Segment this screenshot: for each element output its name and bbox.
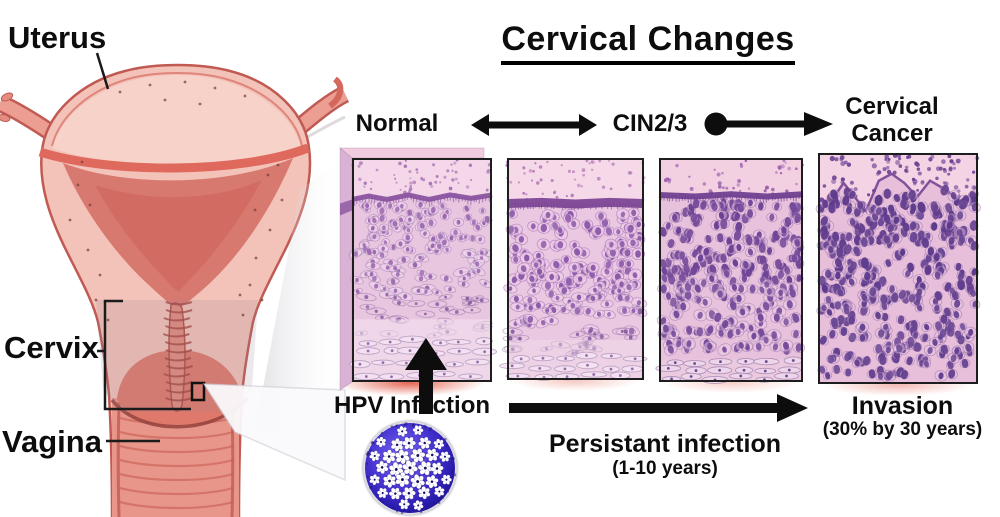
bidirectional-arrow-icon bbox=[471, 114, 597, 136]
invasion-stat-label: (30% by 30 years) bbox=[822, 419, 983, 441]
cervix-bracket bbox=[103, 299, 191, 411]
hpv-up-arrow-icon bbox=[405, 338, 447, 414]
shadow-wedge bbox=[255, 155, 345, 430]
hpv-infection-label: HPV Infection bbox=[334, 392, 491, 419]
page-title-text: Cervical Changes bbox=[501, 20, 795, 65]
fallopian-tube-left bbox=[0, 92, 55, 140]
histology-panel-normal bbox=[338, 146, 498, 392]
label-uterus: Uterus bbox=[8, 20, 107, 55]
vagina-tube bbox=[112, 398, 239, 517]
label-cervix: Cervix bbox=[4, 330, 99, 365]
histology-panel-cancer bbox=[815, 152, 981, 394]
hpv-virus-icon bbox=[357, 419, 463, 517]
histology-panel-cin23 bbox=[655, 157, 806, 392]
stage-label-cin23: CIN2/3 bbox=[612, 110, 688, 137]
persistent-years-label: (1-10 years) bbox=[612, 458, 718, 480]
tissue-speckles bbox=[68, 80, 284, 322]
magnification-cone bbox=[202, 383, 346, 482]
uterus-illustration bbox=[0, 52, 350, 517]
label-vagina: Vagina bbox=[2, 424, 102, 459]
progression-arrow-icon bbox=[704, 112, 833, 136]
stage-label-cervical-cancer: Cervical Cancer bbox=[845, 93, 939, 147]
uterine-cavity bbox=[63, 158, 293, 308]
stage-label-normal: Normal bbox=[355, 110, 439, 137]
histology-panel-cin1 bbox=[499, 157, 648, 390]
endometrium-rim bbox=[38, 143, 310, 173]
sample-site-box bbox=[190, 381, 206, 402]
persistent-infection-label: Persistant infection (1-10 years) bbox=[520, 431, 810, 479]
invasion-label: Invasion (30% by 30 years) bbox=[815, 393, 990, 440]
uterus-pointer-line bbox=[95, 52, 110, 90]
uterus-fundus bbox=[52, 75, 301, 165]
label-pointers bbox=[95, 52, 191, 443]
persistence-arrow-icon bbox=[509, 394, 808, 422]
page-title: Cervical Changes bbox=[458, 20, 838, 65]
